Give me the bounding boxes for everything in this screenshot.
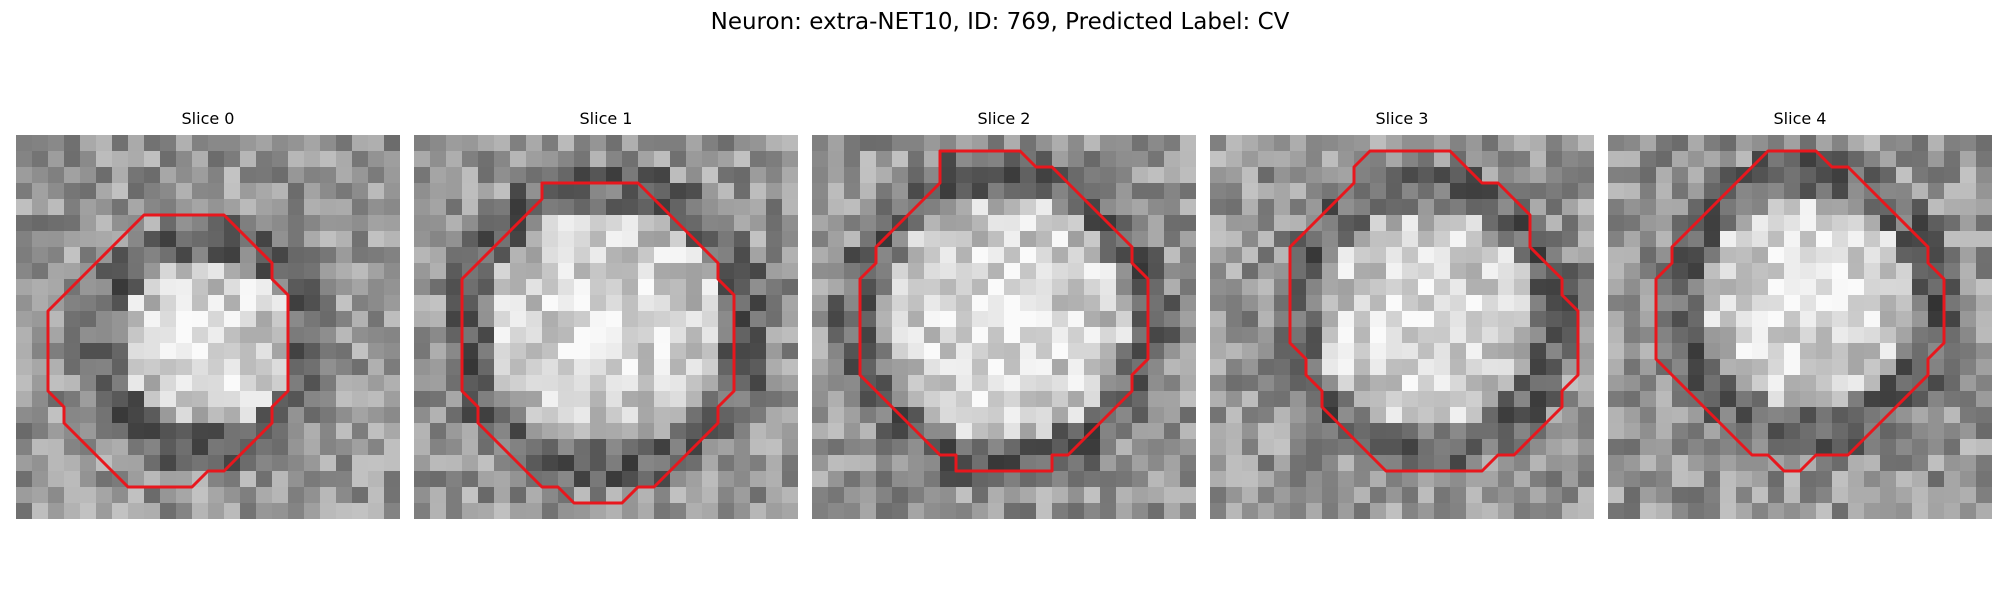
- slice-title-3: Slice 3: [1375, 109, 1429, 128]
- slice-title-1: Slice 1: [579, 109, 633, 128]
- neuron-contour-3: [1288, 149, 1580, 473]
- slice-pixels-3: [1210, 135, 1594, 519]
- slice-panel-2: Slice 2: [812, 108, 1196, 519]
- slice-canvas-0: [16, 135, 400, 519]
- slice-pixels-2: [812, 135, 1196, 519]
- slice-panel-1: Slice 1: [414, 108, 798, 519]
- slice-panel-4: Slice 4: [1608, 108, 1992, 519]
- slice-title-4: Slice 4: [1773, 109, 1827, 128]
- slice-pixels-4: [1608, 135, 1992, 519]
- figure-title: Neuron: extra-NET10, ID: 769, Predicted …: [710, 9, 1290, 35]
- neuron-contour-2: [858, 149, 1150, 473]
- slice-pixels-1: [414, 135, 798, 519]
- slice-canvas-3: [1210, 135, 1594, 519]
- slice-image-0: [16, 135, 400, 519]
- slice-canvas-4: [1608, 135, 1992, 519]
- slice-panel-3: Slice 3: [1210, 108, 1594, 519]
- slice-title-2: Slice 2: [977, 109, 1031, 128]
- slice-image-3: [1210, 135, 1594, 519]
- slice-pixels-0: [16, 135, 400, 519]
- slice-title-0: Slice 0: [181, 109, 235, 128]
- neuron-contour-0: [46, 213, 290, 489]
- slice-image-1: [414, 135, 798, 519]
- slice-panel-0: Slice 0: [16, 108, 400, 519]
- slice-image-2: [812, 135, 1196, 519]
- slice-canvas-2: [812, 135, 1196, 519]
- slice-image-4: [1608, 135, 1992, 519]
- neuron-contour-1: [460, 181, 736, 505]
- slice-canvas-1: [414, 135, 798, 519]
- neuron-contour-4: [1654, 149, 1946, 473]
